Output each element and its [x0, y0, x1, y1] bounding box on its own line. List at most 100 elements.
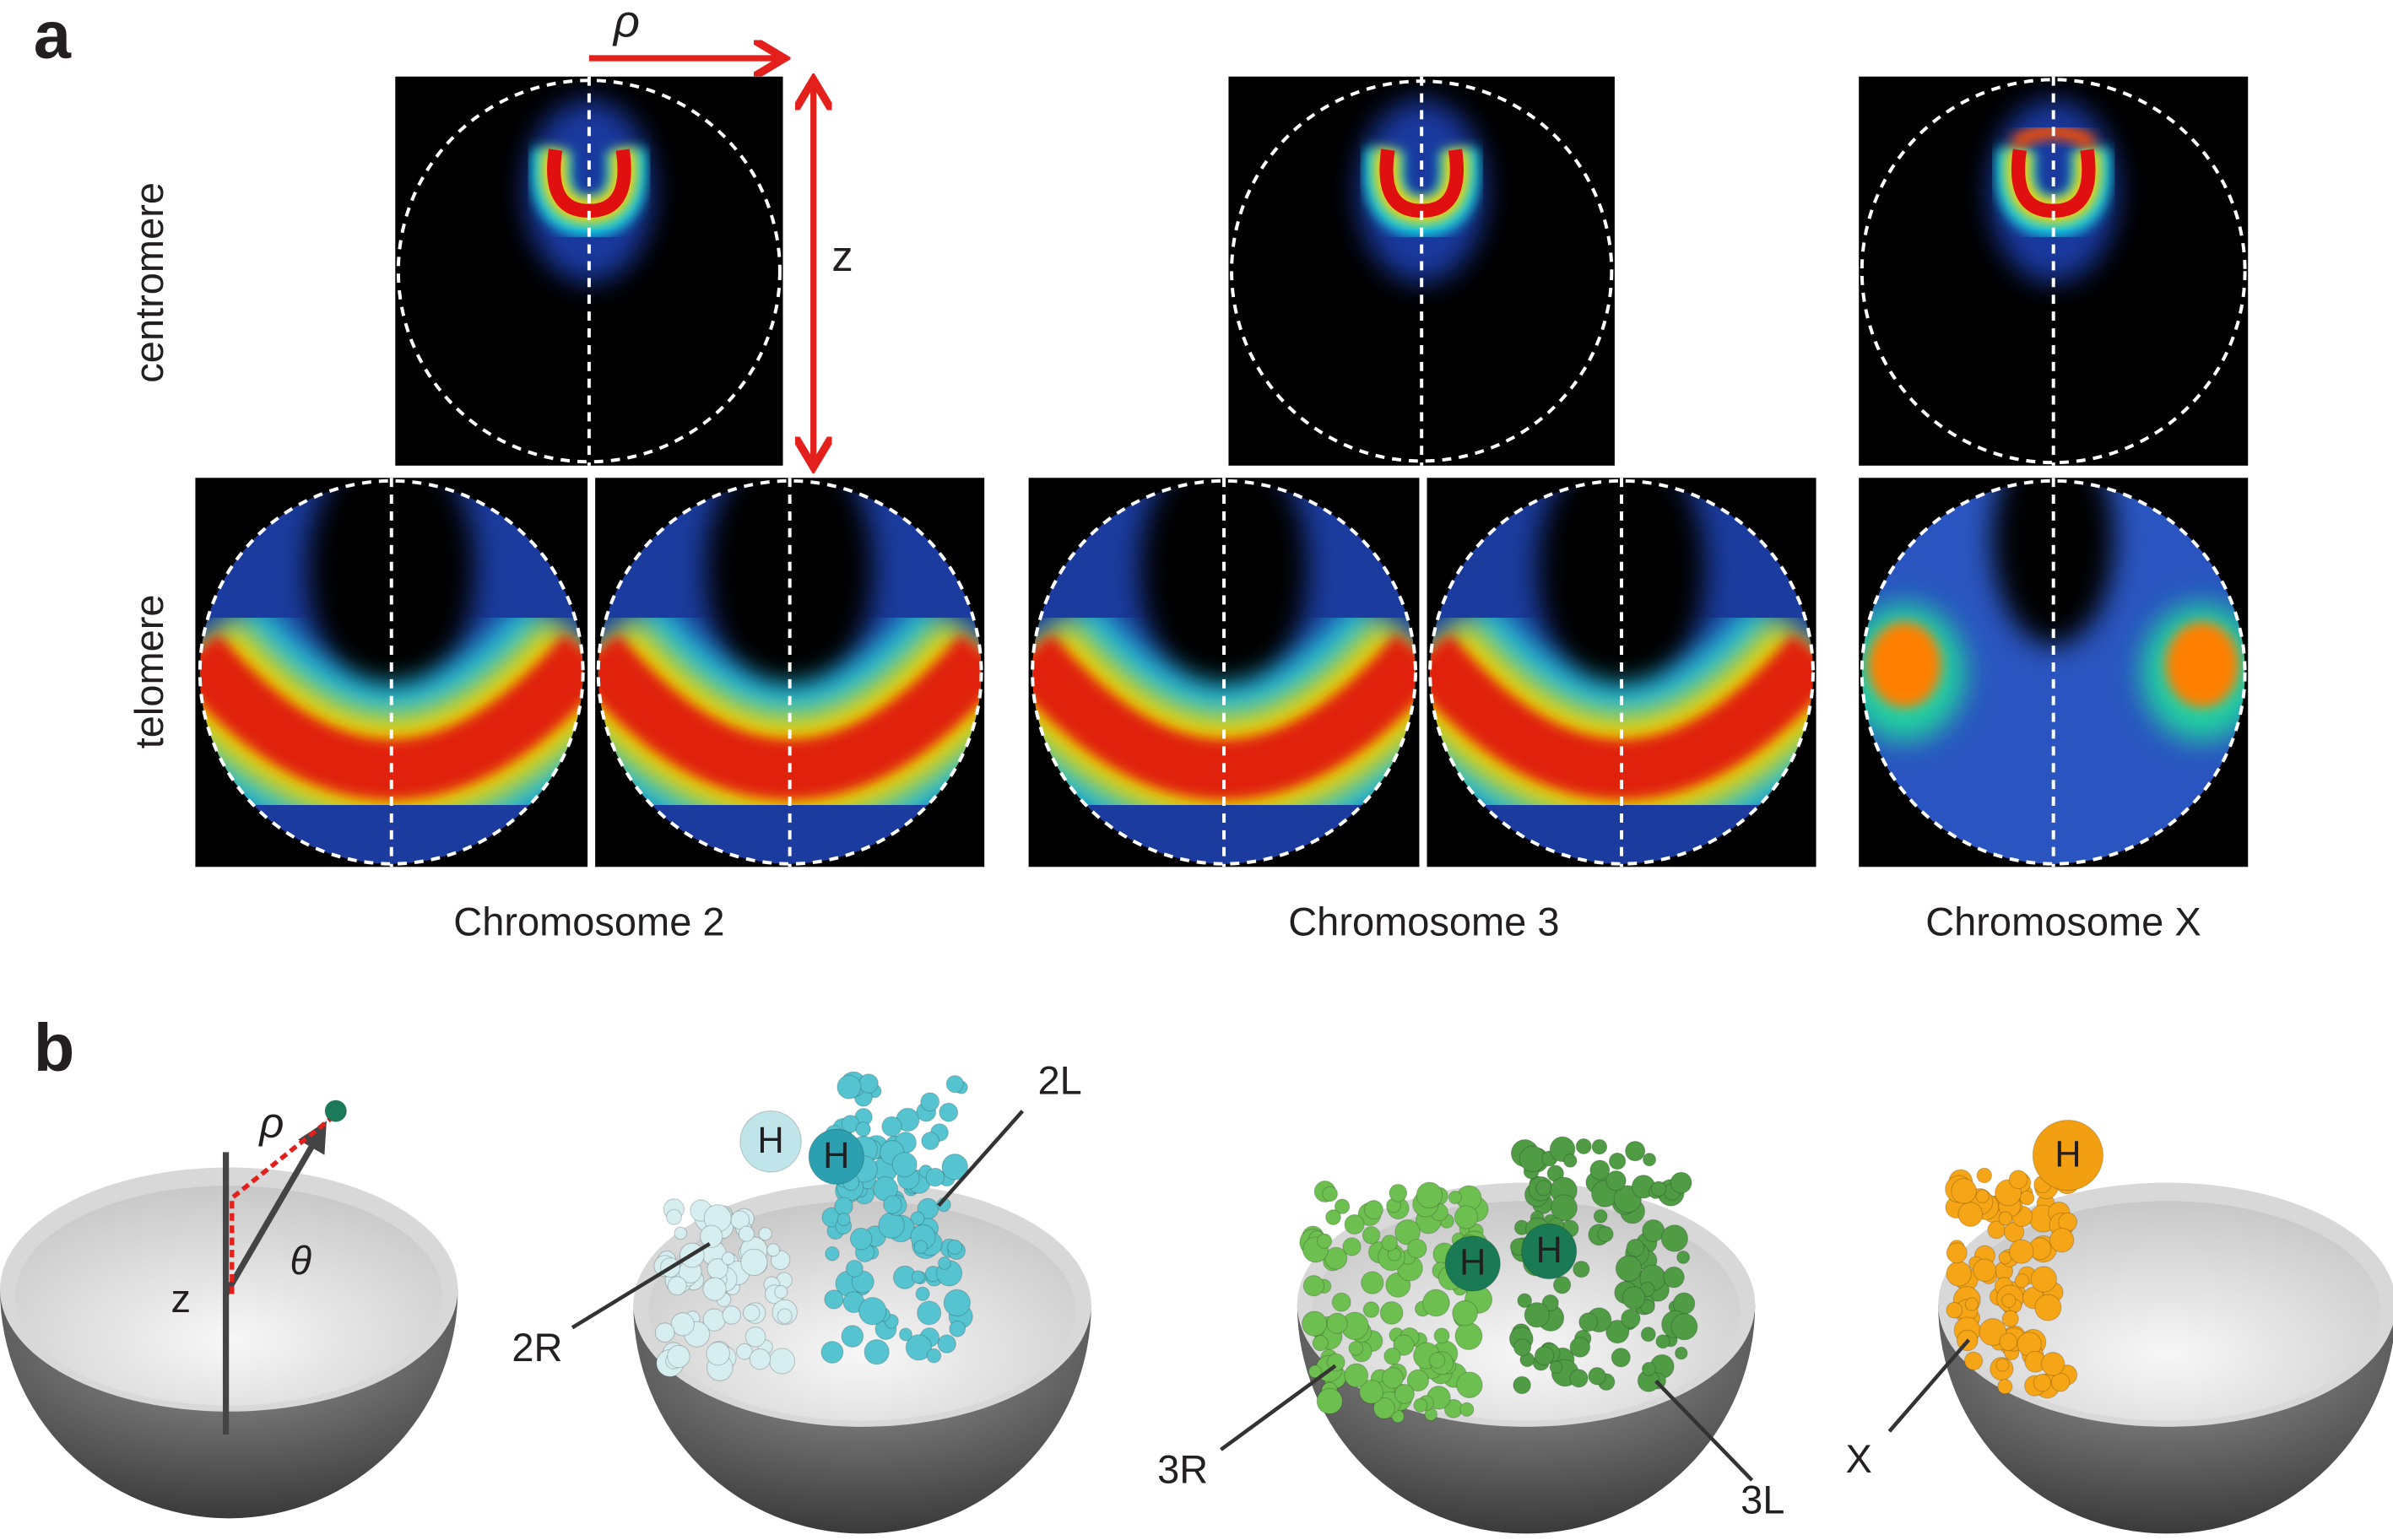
bead: [1302, 1274, 1325, 1297]
bead: [1963, 1351, 1984, 1370]
bead: [1389, 1183, 1408, 1202]
bead: [1655, 1334, 1670, 1349]
bead: [1588, 1366, 1606, 1386]
rho-label: ρ: [257, 1099, 284, 1147]
heatmap: [395, 76, 783, 466]
bead: [769, 1348, 796, 1375]
dashed-circle: [1031, 478, 1417, 866]
bead: [1393, 1334, 1415, 1356]
projection: [230, 1115, 334, 1294]
bead: [674, 1226, 688, 1240]
dashed-circle: [198, 478, 585, 866]
bead: [943, 1289, 972, 1317]
bead: [1670, 1171, 1692, 1194]
bead: [1611, 1348, 1631, 1368]
bead: [938, 1256, 951, 1270]
bead: [1675, 1346, 1688, 1360]
bead: [1660, 1224, 1689, 1252]
bead: [667, 1344, 690, 1369]
heat-glow: [524, 99, 653, 283]
bead: [1454, 1321, 1483, 1350]
bead: [891, 1152, 918, 1178]
bead: [1995, 1358, 2010, 1372]
bead: [1361, 1271, 1384, 1294]
bead: [1550, 1194, 1578, 1222]
arm-label: 3R: [1157, 1447, 1208, 1492]
bead: [1999, 1332, 2018, 1352]
bead: [1597, 1225, 1614, 1243]
bead: [2040, 1352, 2065, 1376]
bead: [1362, 1226, 1381, 1245]
bead: [766, 1243, 781, 1257]
bead: [913, 1240, 929, 1254]
heatmap: [1228, 76, 1615, 466]
bead: [1325, 1209, 1341, 1225]
bead: [1519, 1145, 1546, 1173]
bead: [1406, 1369, 1430, 1392]
bead: [1615, 1255, 1643, 1282]
heat-base: [1861, 480, 2245, 864]
bead: [1307, 1364, 1322, 1379]
bead: [1650, 1181, 1667, 1197]
bead: [670, 1312, 695, 1337]
bead: [1552, 1276, 1572, 1294]
heat-glow: [1357, 99, 1486, 283]
bead: [1302, 1310, 1328, 1337]
heatmap: [1427, 478, 1816, 867]
bead: [1406, 1238, 1427, 1259]
bead: [1394, 1383, 1415, 1404]
bead: [324, 1100, 347, 1122]
bead: [1593, 1208, 1608, 1224]
arm-label: 2R: [512, 1325, 562, 1370]
bead: [1383, 1348, 1401, 1365]
bead: [1973, 1258, 1997, 1283]
heatmap: [1859, 478, 2249, 867]
bead: [1521, 1223, 1578, 1280]
bead: [1456, 1371, 1483, 1399]
bead: [1413, 1397, 1428, 1413]
bead: [666, 1208, 682, 1225]
column-label: Chromosome 3: [1288, 899, 1559, 943]
z-label: z: [171, 1276, 191, 1321]
heatmaps: [195, 76, 2249, 867]
bead: [915, 1286, 930, 1301]
heatmap: [1859, 76, 2249, 466]
bead: [858, 1297, 887, 1326]
bead: [700, 1224, 723, 1248]
bead: [1663, 1266, 1685, 1289]
bead: [849, 1227, 873, 1251]
bead: [2050, 1372, 2071, 1392]
bead: [777, 1308, 793, 1324]
theta-label: θ: [290, 1238, 312, 1283]
bead: [702, 1277, 727, 1301]
bead: [2034, 1294, 2062, 1321]
bead: [1433, 1327, 1450, 1344]
bead: [1946, 1301, 1963, 1319]
bead: [1622, 1286, 1646, 1310]
bead: [749, 1348, 771, 1370]
vector: [223, 1121, 327, 1296]
bead: [1359, 1379, 1384, 1404]
dashed-circle: [1860, 478, 2247, 866]
bead: [1344, 1363, 1369, 1388]
bead: [1326, 1312, 1348, 1334]
arm-pointer: [937, 1110, 1025, 1208]
bead: [739, 1110, 802, 1173]
bead: [911, 1270, 925, 1284]
arm-pointer: [1654, 1380, 1754, 1482]
dashed-circle: [1428, 478, 1815, 866]
bead: [878, 1212, 905, 1239]
row-label: telomere: [127, 594, 171, 748]
heat: [524, 99, 653, 283]
hub-label: H: [823, 1136, 849, 1176]
column-label: Chromosome X: [1925, 899, 2201, 943]
bead: [845, 1259, 864, 1278]
nucleus-inside: [15, 1186, 443, 1406]
bead: [1322, 1186, 1339, 1202]
z-label: z: [831, 232, 853, 280]
bead: [883, 1195, 902, 1214]
bead: [1524, 1302, 1550, 1328]
bead: [2001, 1293, 2017, 1308]
bead: [1569, 1337, 1591, 1358]
